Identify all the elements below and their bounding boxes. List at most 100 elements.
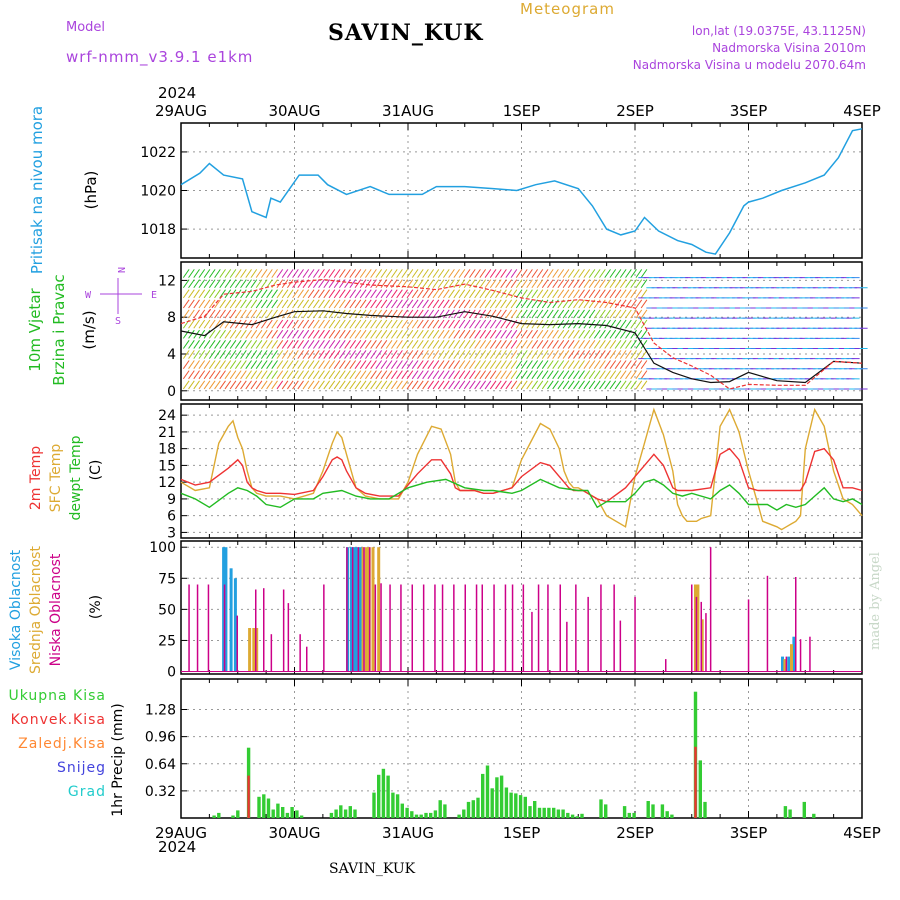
wind-barb bbox=[432, 329, 440, 339]
wind-barb bbox=[318, 370, 325, 380]
wind-barb bbox=[515, 380, 523, 390]
wind-barb bbox=[557, 350, 565, 359]
wind-barb bbox=[417, 340, 424, 349]
wind-barb bbox=[349, 329, 357, 339]
wind-barb bbox=[208, 329, 216, 339]
wind-barb bbox=[328, 360, 336, 370]
wind-barb bbox=[489, 309, 497, 319]
wind-barb bbox=[391, 289, 398, 299]
wind-barb bbox=[474, 269, 481, 278]
wind-barb bbox=[297, 380, 304, 390]
time-label-bottom: 31AUG bbox=[382, 824, 434, 842]
wind-barb bbox=[479, 380, 487, 390]
wind-barb bbox=[448, 299, 455, 309]
wind-barb bbox=[240, 340, 247, 349]
wind-barb bbox=[484, 319, 492, 329]
wind-barb bbox=[318, 319, 325, 329]
wind-barb bbox=[526, 350, 533, 359]
wind-barb bbox=[302, 319, 310, 329]
year-bottom: 2024 bbox=[158, 838, 197, 856]
wind-barb bbox=[417, 289, 424, 299]
wind-barb bbox=[250, 289, 258, 299]
wind-barb bbox=[453, 279, 461, 289]
wind-barb bbox=[422, 360, 429, 370]
wind-barb bbox=[229, 360, 237, 370]
wind-barb bbox=[349, 370, 357, 380]
wind-barb bbox=[541, 340, 549, 349]
wind-barb bbox=[188, 289, 195, 299]
wind-barb bbox=[479, 289, 487, 299]
wind-barb bbox=[281, 340, 289, 349]
wind-barb bbox=[323, 329, 331, 339]
wind-barb bbox=[515, 350, 523, 359]
wind-barb bbox=[510, 319, 518, 329]
wind-barb bbox=[297, 289, 304, 299]
wind-barb bbox=[635, 329, 643, 339]
wind-barb bbox=[521, 340, 528, 349]
wind-barb bbox=[427, 299, 435, 309]
wind-barb bbox=[193, 319, 200, 329]
wind-barb bbox=[458, 370, 466, 380]
wind-barb bbox=[245, 350, 252, 359]
wind-barb bbox=[281, 360, 289, 370]
cloud-bar-low bbox=[766, 575, 769, 672]
wind-barb bbox=[333, 370, 341, 380]
ytick-label-temp: 3 bbox=[167, 525, 176, 541]
wind-barb bbox=[422, 340, 429, 349]
wind-barb bbox=[302, 370, 310, 380]
wind-barb bbox=[349, 340, 357, 349]
wind-barb bbox=[286, 319, 294, 329]
wind-barb bbox=[599, 340, 606, 349]
wind-barb bbox=[469, 309, 476, 319]
wind-barb bbox=[240, 299, 247, 309]
cloud-bar-low bbox=[422, 584, 425, 672]
wind-barb bbox=[234, 309, 242, 319]
wind-barb bbox=[286, 360, 294, 370]
pressure-line bbox=[180, 128, 863, 255]
wind-barb bbox=[562, 350, 570, 359]
cloud-bar-low bbox=[453, 584, 455, 672]
wind-barb bbox=[619, 319, 627, 329]
precip-bar-rain-total bbox=[295, 810, 299, 818]
wind-barb bbox=[557, 360, 565, 370]
precip-bar-rain-total bbox=[290, 807, 294, 818]
wind-barb bbox=[578, 360, 585, 370]
wind-barb bbox=[448, 380, 455, 390]
wind-barb bbox=[286, 289, 294, 299]
wind-barb bbox=[313, 279, 320, 289]
wind-barb bbox=[432, 299, 440, 309]
wind-barb bbox=[640, 360, 648, 370]
precip-bar-rain-total bbox=[339, 805, 343, 818]
wind-barb bbox=[198, 309, 206, 319]
wind-barb bbox=[427, 279, 435, 289]
wind-barb bbox=[250, 269, 258, 278]
wind-barb bbox=[401, 380, 409, 390]
wind-barb bbox=[255, 309, 263, 319]
wind-barb bbox=[266, 360, 273, 370]
wind-barb bbox=[188, 340, 195, 349]
wind-barb bbox=[599, 329, 606, 339]
wind-barb bbox=[437, 319, 445, 329]
wind-barb bbox=[635, 350, 643, 359]
temp-title-2m: 2m Temp bbox=[28, 446, 44, 510]
wind-barb bbox=[396, 340, 403, 349]
precip-bar-rain-total bbox=[377, 774, 381, 818]
wind-barb bbox=[229, 299, 237, 309]
wind-barb bbox=[349, 319, 357, 329]
cloud-bar-low bbox=[747, 599, 750, 672]
wind-barb bbox=[286, 299, 294, 309]
wind-barb bbox=[182, 299, 190, 309]
wind-barb bbox=[609, 279, 617, 289]
wind-barb bbox=[432, 269, 440, 278]
wind-barb bbox=[541, 329, 549, 339]
wind-barb bbox=[208, 360, 216, 370]
wind-barb bbox=[443, 319, 450, 329]
wind-barb bbox=[281, 329, 289, 339]
wind-barb bbox=[365, 319, 372, 329]
cloud-title-high: Visoka Oblacnost bbox=[8, 549, 24, 670]
wind-barb bbox=[427, 340, 435, 349]
wind-barb bbox=[307, 360, 315, 370]
wind-barb bbox=[562, 380, 570, 390]
wind-barb bbox=[609, 340, 617, 349]
wind-barb bbox=[567, 309, 575, 319]
